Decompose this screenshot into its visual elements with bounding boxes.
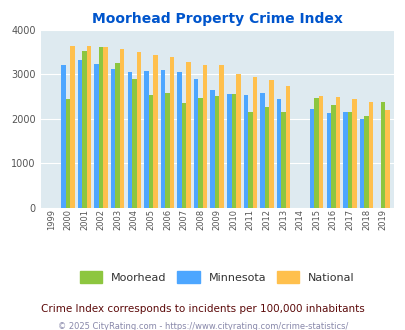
Bar (359, 119, 363, 208)
Bar (136, 51, 141, 208)
Bar (330, 106, 335, 208)
Bar (144, 71, 148, 208)
Title: Moorhead Property Crime Index: Moorhead Property Crime Index (92, 12, 342, 26)
Legend: Moorhead, Minnesota, National: Moorhead, Minnesota, National (75, 267, 358, 287)
Bar (326, 113, 330, 208)
Bar (169, 57, 174, 208)
Bar (252, 77, 256, 208)
Bar (186, 62, 190, 208)
Bar (380, 102, 384, 208)
Bar (235, 74, 240, 208)
Bar (231, 94, 235, 208)
Bar (160, 70, 165, 208)
Bar (132, 79, 136, 208)
Bar (82, 51, 87, 208)
Bar (260, 92, 264, 208)
Bar (281, 112, 285, 208)
Bar (61, 65, 66, 208)
Bar (347, 112, 351, 208)
Bar (202, 65, 207, 208)
Bar (111, 69, 115, 208)
Bar (78, 59, 82, 208)
Bar (165, 93, 169, 208)
Bar (243, 95, 247, 208)
Bar (285, 86, 290, 208)
Bar (181, 103, 186, 208)
Bar (226, 94, 231, 208)
Bar (103, 47, 108, 208)
Bar (66, 99, 70, 208)
Bar (194, 79, 198, 208)
Bar (368, 102, 372, 208)
Bar (314, 98, 318, 208)
Bar (219, 65, 224, 208)
Bar (318, 96, 323, 208)
Bar (99, 47, 103, 208)
Bar (247, 112, 252, 208)
Bar (198, 98, 202, 208)
Bar (70, 46, 75, 208)
Bar (363, 116, 368, 208)
Bar (177, 72, 181, 208)
Bar (210, 90, 214, 208)
Bar (342, 112, 347, 208)
Bar (153, 55, 157, 208)
Text: © 2025 CityRating.com - https://www.cityrating.com/crime-statistics/: © 2025 CityRating.com - https://www.city… (58, 322, 347, 330)
Bar (264, 107, 269, 208)
Bar (384, 110, 389, 208)
Bar (94, 64, 99, 208)
Bar (214, 96, 219, 208)
Bar (115, 63, 119, 208)
Bar (309, 110, 314, 208)
Bar (87, 46, 91, 208)
Bar (148, 95, 153, 208)
Bar (351, 99, 356, 208)
Bar (119, 49, 124, 208)
Text: Crime Index corresponds to incidents per 100,000 inhabitants: Crime Index corresponds to incidents per… (41, 304, 364, 314)
Bar (335, 97, 339, 208)
Bar (276, 99, 281, 208)
Bar (269, 80, 273, 208)
Bar (127, 73, 132, 208)
